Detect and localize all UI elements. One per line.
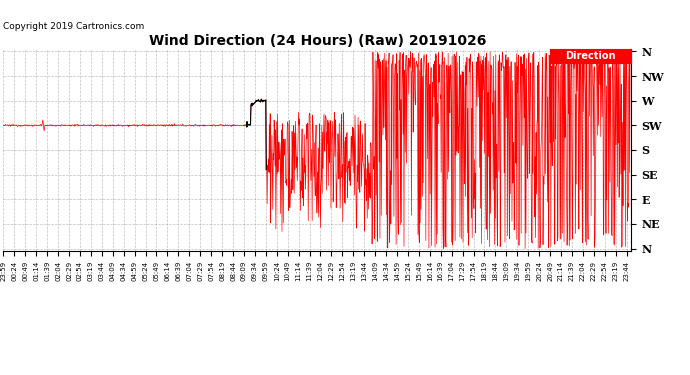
Title: Wind Direction (24 Hours) (Raw) 20191026: Wind Direction (24 Hours) (Raw) 20191026 [149, 34, 486, 48]
Text: Copyright 2019 Cartronics.com: Copyright 2019 Cartronics.com [3, 22, 145, 32]
